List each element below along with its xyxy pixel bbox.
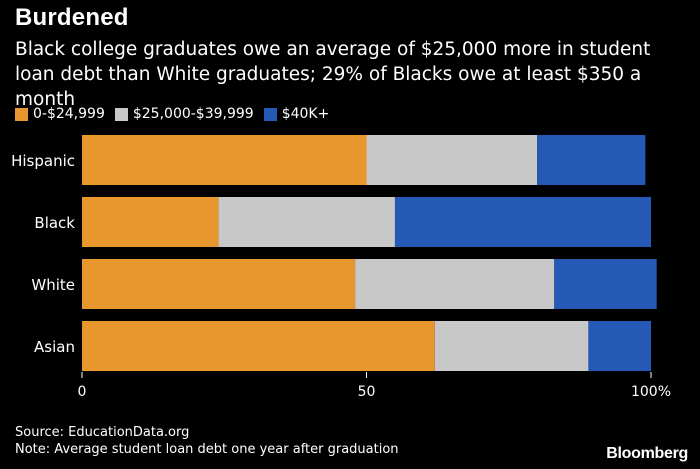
bar-black-40k xyxy=(394,197,651,247)
legend-item-low: 0-$24,999 xyxy=(15,106,105,122)
chart-subtitle: Black college graduates owe an average o… xyxy=(15,39,651,110)
bar-black-0-24-999 xyxy=(82,197,219,247)
footnote: Note: Average student loan debt one year… xyxy=(15,442,399,457)
bar-black-25-000-39-999 xyxy=(218,197,395,247)
bar-white-25-000-39-999 xyxy=(355,259,555,309)
legend-swatch-mid xyxy=(114,107,128,121)
bar-asian-25-000-39-999 xyxy=(434,321,589,371)
source-note: Source: EducationData.org xyxy=(15,425,190,440)
legend-item-high: $40K+ xyxy=(263,106,330,122)
bloomberg-logo: Bloomberg xyxy=(606,445,688,462)
legend-label-mid: $25,000-$39,999 xyxy=(132,106,254,122)
legend-swatch-high xyxy=(263,107,277,121)
bar-white-0-24-999 xyxy=(82,259,356,309)
category-label-white: White xyxy=(31,276,75,294)
bar-asian-40k xyxy=(588,321,651,371)
category-label-hispanic: Hispanic xyxy=(11,152,75,170)
chart-title: Burdened xyxy=(15,4,129,31)
x-tick-label-0: 0 xyxy=(78,384,87,400)
legend: 0-$24,999 $25,000-$39,999 $40K+ xyxy=(15,106,339,122)
bar-hispanic-25-000-39-999 xyxy=(366,135,538,185)
category-label-black: Black xyxy=(34,214,75,232)
x-tick-label-50: 50 xyxy=(358,384,376,400)
bar-white-40k xyxy=(554,259,657,309)
legend-swatch-low xyxy=(15,107,28,121)
legend-item-mid: $25,000-$39,999 xyxy=(114,106,254,122)
legend-label-high: $40K+ xyxy=(281,106,330,122)
bar-hispanic-0-24-999 xyxy=(82,135,367,185)
x-tick-label-100: 100% xyxy=(631,384,671,400)
bar-hispanic-40k xyxy=(537,135,646,185)
legend-label-low: 0-$24,999 xyxy=(33,106,105,122)
category-label-asian: Asian xyxy=(34,338,75,356)
bar-asian-0-24-999 xyxy=(82,321,435,371)
